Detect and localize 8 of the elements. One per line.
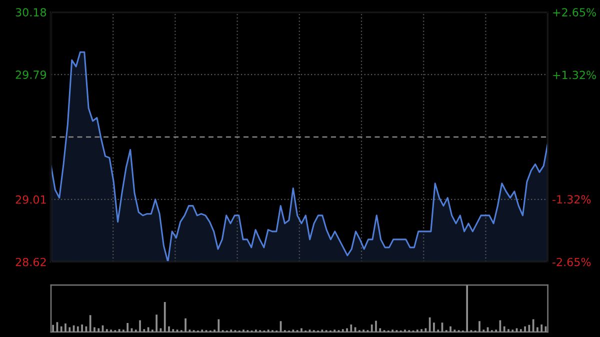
- y-tick-label: 29.01: [16, 195, 46, 204]
- y2-tick-label: +1.32%: [553, 70, 596, 80]
- y2-tick-label: -2.65%: [552, 258, 591, 266]
- y-tick-label: 28.62: [16, 258, 46, 266]
- y2-tick-label: +2.65%: [553, 8, 596, 17]
- y-tick-label: 29.79: [16, 70, 46, 79]
- y-tick-label: 30.18: [16, 8, 46, 17]
- y2-tick-label: -1.32%: [552, 195, 591, 204]
